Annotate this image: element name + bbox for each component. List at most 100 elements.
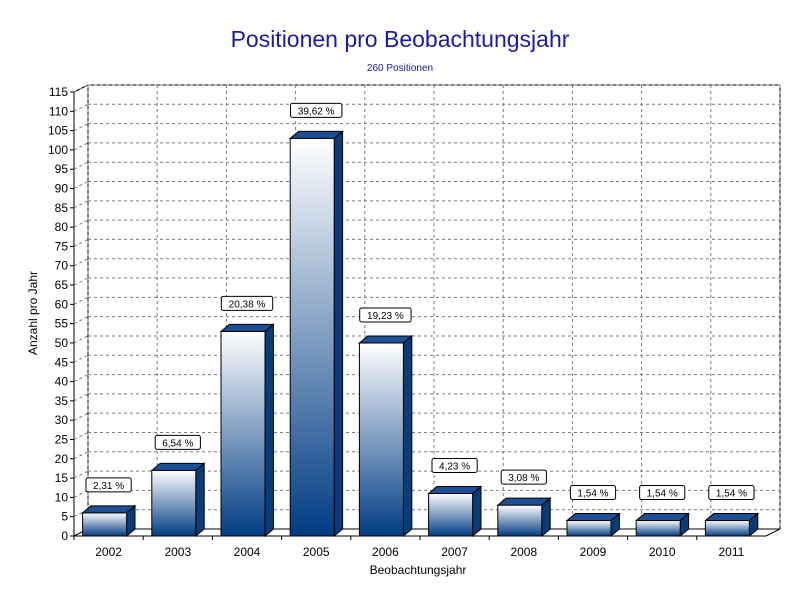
- grid-line-side: [73, 103, 89, 112]
- y-tick-label: 25: [55, 432, 69, 446]
- bar-front: [566, 520, 612, 537]
- bar-side: [333, 130, 344, 538]
- bar-cap: [81, 505, 137, 514]
- grid-line-side: [73, 296, 89, 305]
- x-tick-label: 2003: [164, 545, 191, 559]
- data-label-box: [431, 458, 478, 474]
- bar-cap: [496, 497, 552, 506]
- bar-cap: [150, 462, 206, 471]
- bar-side: [472, 485, 482, 538]
- data-label-2004: 20,38 %: [220, 295, 274, 311]
- x-tick-label: 2011: [718, 545, 744, 559]
- y-tick-label: 65: [55, 278, 69, 292]
- bar-front: [635, 520, 681, 537]
- grid-line-side: [73, 84, 89, 93]
- y-tick-label: 5: [61, 510, 68, 524]
- bar-front: [497, 504, 543, 537]
- bar-2006: [358, 334, 414, 538]
- y-tick-label: 40: [55, 375, 69, 389]
- data-label-box: [500, 469, 547, 485]
- y-tick-label: 70: [55, 259, 69, 273]
- bar-front: [82, 512, 128, 537]
- data-label-box: [154, 434, 201, 450]
- bar-cap: [219, 323, 275, 332]
- data-labels: 2,31 % 6,54 % 20,38 % 39,62 % 19,23 % 4,23 % 3…: [85, 102, 755, 501]
- data-label-text: 6,54 %: [162, 438, 193, 449]
- chart-subtitle: 260 Positionen: [367, 63, 433, 74]
- bar-cap: [288, 130, 344, 139]
- bar-2005: [288, 130, 344, 538]
- data-label-2009: 1,54 %: [569, 485, 617, 501]
- data-label-text: 1,54 %: [716, 489, 747, 500]
- grid-line-side: [73, 412, 89, 421]
- x-tick-label: 2009: [580, 545, 607, 559]
- grid-line-side: [73, 142, 89, 151]
- bar-side: [402, 334, 413, 538]
- data-label-box: [220, 295, 274, 311]
- bar-front: [428, 493, 474, 537]
- bar-2010: [634, 512, 690, 538]
- x-tick-label: 2010: [649, 545, 676, 559]
- x-tick-label: 2002: [95, 545, 122, 559]
- data-label-2007: 4,23 %: [431, 458, 478, 474]
- data-label-2002: 2,31 %: [85, 477, 132, 493]
- bar-cap: [704, 513, 760, 522]
- y-tick-label: 75: [55, 239, 69, 253]
- grid-line-side: [73, 200, 89, 209]
- data-label-text: 19,23 %: [367, 311, 404, 322]
- y-axis-ticks: 0 5 10 15 20 25 30 35 40 45 50 55 60 65 70 75 80 85 90 95 10…: [48, 85, 74, 543]
- data-label-2008: 3,08 %: [500, 469, 547, 485]
- data-label-text: 4,23 %: [439, 462, 470, 473]
- bar-side: [195, 462, 205, 538]
- grid-line-side: [73, 354, 89, 363]
- data-label-text: 20,38 %: [229, 299, 266, 310]
- y-tick-label: 35: [55, 394, 69, 408]
- data-label-text: 1,54 %: [577, 489, 608, 500]
- y-tick-label: 80: [55, 220, 69, 234]
- grid-line-side: [73, 451, 89, 460]
- bar-cap: [634, 513, 690, 522]
- grid-line-side: [73, 393, 89, 402]
- x-tick-label: 2004: [234, 545, 261, 559]
- y-tick-label: 90: [55, 182, 69, 196]
- x-tick-label: 2008: [510, 545, 537, 559]
- bar-2007: [427, 485, 483, 538]
- bar-2003: [150, 462, 206, 538]
- grid-line-side: [73, 277, 89, 286]
- x-axis-label: Beobachtungsjahr: [370, 563, 467, 577]
- x-axis-ticks: 2002 2003 2004 2005 2006 2007 2008 2009 2010 2011: [73, 535, 766, 559]
- bar-2004: [219, 323, 275, 538]
- y-tick-label: 50: [55, 336, 69, 350]
- y-tick-label: 95: [55, 162, 69, 176]
- data-label-2003: 6,54 %: [154, 434, 201, 450]
- bar-cap: [565, 513, 621, 522]
- grid-line-side: [73, 238, 89, 247]
- data-label-box: [290, 102, 343, 118]
- grid-line-side: [73, 161, 89, 170]
- grid-line-side: [73, 374, 89, 383]
- grid-line-side: [73, 316, 89, 325]
- bar-2002: [81, 504, 137, 538]
- bar-cap: [427, 486, 483, 495]
- grid-line-side: [73, 470, 89, 479]
- data-label-box: [708, 485, 755, 501]
- grid-line-side: [73, 219, 89, 228]
- data-label-text: 2,31 %: [93, 481, 124, 492]
- data-label-box: [639, 485, 686, 501]
- x-tick-label: 2005: [303, 545, 330, 559]
- bar-front: [704, 520, 750, 537]
- data-label-box: [569, 485, 617, 501]
- y-tick-label: 0: [61, 529, 68, 543]
- y-tick-label: 15: [55, 471, 69, 485]
- y-tick-label: 100: [48, 143, 68, 157]
- y-axis-label: Anzahl pro Jahr: [26, 271, 40, 355]
- bar-2008: [496, 497, 552, 538]
- bar-2009: [565, 512, 621, 538]
- y-tick-label: 55: [55, 317, 69, 331]
- bar-front: [220, 330, 266, 537]
- grid-line-side: [73, 181, 89, 189]
- grid-lines: [73, 84, 781, 529]
- y-tick-label: 10: [55, 490, 69, 504]
